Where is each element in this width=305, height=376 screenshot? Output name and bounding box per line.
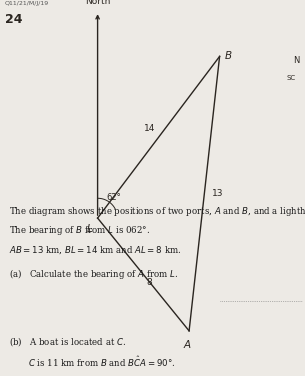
Text: Q11/21/M/J/19: Q11/21/M/J/19 — [5, 1, 49, 6]
Text: 24: 24 — [5, 13, 22, 26]
Text: 62°: 62° — [106, 193, 121, 202]
Text: 14: 14 — [144, 124, 155, 133]
Text: SC: SC — [287, 75, 296, 81]
Text: $A$: $A$ — [183, 338, 192, 350]
Text: $B$: $B$ — [224, 49, 233, 61]
Text: The bearing of $B$ from $L$ is 062°.: The bearing of $B$ from $L$ is 062°. — [9, 224, 150, 238]
Text: The diagram shows the positions of two ports, $A$ and $B$, and a lighthouse $L$.: The diagram shows the positions of two p… — [9, 205, 305, 218]
Text: $L$: $L$ — [86, 222, 94, 234]
Text: 13: 13 — [212, 189, 224, 198]
Text: $C$ is 11 km from $B$ and $B\hat{C}A = 90°$.: $C$ is 11 km from $B$ and $B\hat{C}A = 9… — [9, 355, 176, 369]
Text: 8: 8 — [146, 278, 152, 287]
Text: N: N — [293, 56, 299, 65]
Text: $AB = 13$ km, $BL = 14$ km and $AL = 8$ km.: $AB = 13$ km, $BL = 14$ km and $AL = 8$ … — [9, 244, 181, 256]
Text: (a)   Calculate the bearing of $A$ from $L$.: (a) Calculate the bearing of $A$ from $L… — [9, 267, 179, 281]
Text: (b)   A boat is located at $C$.: (b) A boat is located at $C$. — [9, 335, 127, 348]
Text: The boat travels to port $A$ in a straight line.: The boat travels to port $A$ in a straig… — [9, 374, 220, 376]
Text: North: North — [85, 0, 110, 6]
